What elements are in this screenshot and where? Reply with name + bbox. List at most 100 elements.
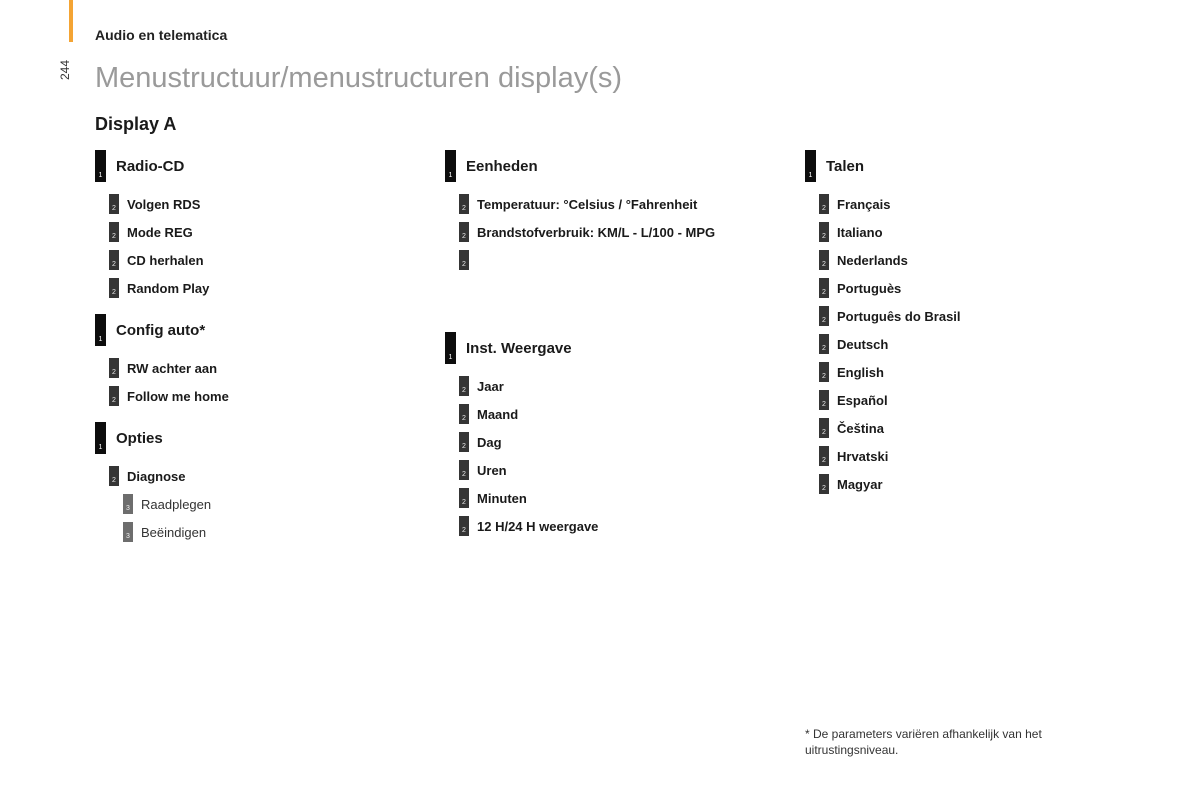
- level-2-badge: 2: [819, 278, 829, 298]
- level-2-badge: 2: [459, 404, 469, 424]
- menu-group-header: 1Inst. Weergave: [445, 332, 805, 364]
- level-1-badge: 1: [95, 314, 106, 346]
- menu-item: 2 Dag: [445, 432, 805, 452]
- menu-item-label: Português do Brasil: [837, 309, 961, 324]
- menu-item-label: Mode REG: [127, 225, 193, 240]
- level-2-badge: 2: [109, 358, 119, 378]
- menu-group-header: 1 Config auto*: [95, 314, 445, 346]
- level-2-badge: 2: [109, 250, 119, 270]
- level-2-badge: 2: [459, 488, 469, 508]
- level-2-badge: 2: [819, 390, 829, 410]
- level-3-badge: 3: [123, 522, 133, 542]
- menu-item: 2 CD herhalen: [95, 250, 445, 270]
- menu-group-title: Inst. Weergave: [466, 340, 572, 357]
- level-2-badge: 2: [459, 516, 469, 536]
- menu-item: 2 Maand: [445, 404, 805, 424]
- menu-group-header: 1Opties: [95, 422, 445, 454]
- level-2-badge: 2: [109, 466, 119, 486]
- footnote: * De parameters variëren afhankelijk van…: [805, 726, 1125, 758]
- menu-item: 2Diagnose: [95, 466, 445, 486]
- menu-item: 2 Nederlands: [805, 250, 1105, 270]
- menu-item: 2Random Play: [95, 278, 445, 298]
- level-2-badge: 2: [819, 334, 829, 354]
- menu-item: 2Italiano: [805, 222, 1105, 242]
- level-2-badge: 2: [819, 418, 829, 438]
- menu-group-title: Config auto*: [116, 322, 205, 339]
- menu-group-title: Eenheden: [466, 158, 538, 175]
- menu-columns: 1 Radio-CD 2 Volgen RDS 2 Mode REG 2 CD herhale…: [95, 150, 1105, 558]
- menu-item: 2 Follow me home: [95, 386, 445, 406]
- menu-item: 3 Beëindigen: [95, 522, 445, 542]
- menu-item-label: Temperatuur: °Celsius / °Fahrenheit: [477, 197, 697, 212]
- menu-item-label: Beëindigen: [141, 525, 206, 540]
- level-2-badge: 2: [459, 194, 469, 214]
- menu-item-label: Volgen RDS: [127, 197, 200, 212]
- menu-item-label: English: [837, 365, 884, 380]
- menu-item-label: Portuguès: [837, 281, 901, 296]
- level-1-badge: 1: [445, 150, 456, 182]
- level-2-badge: 2: [819, 194, 829, 214]
- level-2-badge: 2: [109, 386, 119, 406]
- level-2-badge: 2: [459, 222, 469, 242]
- level-2-badge: 2: [109, 194, 119, 214]
- menu-group-header: 1 Eenheden: [445, 150, 805, 182]
- level-2-badge: 2: [459, 460, 469, 480]
- menu-item-label: 12 H/24 H weergave: [477, 519, 598, 534]
- menu-item: 2 RW achter aan: [95, 358, 445, 378]
- menu-item-label: Brandstofverbruik: KM/L - L/100 - MPG: [477, 225, 715, 240]
- menu-item-label: CD herhalen: [127, 253, 204, 268]
- level-2-badge: 2: [109, 278, 119, 298]
- level-2-badge: 2: [819, 250, 829, 270]
- side-tab: [69, 0, 73, 42]
- menu-group: 1Opties 2Diagnose 3Raadplegen 3 Beëindigen: [95, 422, 445, 542]
- display-title: Display A: [95, 114, 176, 135]
- menu-column: 1 Radio-CD 2 Volgen RDS 2 Mode REG 2 CD herhale…: [95, 150, 445, 558]
- menu-item: 2 Français: [805, 194, 1105, 214]
- menu-group-title: Talen: [826, 158, 864, 175]
- level-2-badge: 2: [819, 446, 829, 466]
- menu-item: 2 Brandstofverbruik: KM/L - L/100 - MPG: [445, 222, 805, 242]
- menu-item-label: Dag: [477, 435, 502, 450]
- menu-group-title: Radio-CD: [116, 158, 184, 175]
- level-2-badge: 2: [819, 474, 829, 494]
- menu-item: 2Minuten: [445, 488, 805, 508]
- menu-group: 1 Config auto* 2 RW achter aan 2 Follow me ho…: [95, 314, 445, 406]
- menu-item-label: Magyar: [837, 477, 883, 492]
- menu-item-label: Jaar: [477, 379, 504, 394]
- menu-item: 2 Portuguès: [805, 278, 1105, 298]
- menu-item: 2 Português do Brasil: [805, 306, 1105, 326]
- menu-item: 2 12 H/24 H weergave: [445, 516, 805, 536]
- main-title: Menustructuur/menustructuren display(s): [95, 62, 622, 95]
- level-2-badge: 2: [459, 250, 469, 270]
- level-2-badge: 2: [819, 306, 829, 326]
- level-1-badge: 1: [805, 150, 816, 182]
- level-1-badge: 1: [95, 422, 106, 454]
- menu-item-label: Čeština: [837, 421, 884, 436]
- menu-item: 2 Español: [805, 390, 1105, 410]
- menu-item-label: Italiano: [837, 225, 883, 240]
- menu-column: 1 Eenheden 2 Temperatuur: °Celsius / °Fahre…: [445, 150, 805, 558]
- menu-item-label: Deutsch: [837, 337, 888, 352]
- menu-item-label: Français: [837, 197, 890, 212]
- menu-item: 2 Magyar: [805, 474, 1105, 494]
- level-2-badge: 2: [459, 432, 469, 452]
- menu-item: 2: [445, 250, 805, 270]
- menu-group: 1 Radio-CD 2 Volgen RDS 2 Mode REG 2 CD herhale…: [95, 150, 445, 298]
- level-2-badge: 2: [109, 222, 119, 242]
- level-1-badge: 1: [95, 150, 106, 182]
- menu-item-label: Raadplegen: [141, 497, 211, 512]
- menu-group: 1 Eenheden 2 Temperatuur: °Celsius / °Fahre…: [445, 150, 805, 270]
- menu-item-label: Follow me home: [127, 389, 229, 404]
- menu-item-label: Español: [837, 393, 888, 408]
- level-2-badge: 2: [819, 362, 829, 382]
- menu-group-header: 1 Talen: [805, 150, 1105, 182]
- menu-item-label: Hrvatski: [837, 449, 888, 464]
- menu-group: 1Inst. Weergave2Jaar2Maand2Dag2Uren2Minu…: [445, 332, 805, 536]
- menu-item-label: Maand: [477, 407, 518, 422]
- menu-item: 2 Volgen RDS: [95, 194, 445, 214]
- menu-item: 2 Mode REG: [95, 222, 445, 242]
- menu-item-label: RW achter aan: [127, 361, 217, 376]
- menu-item: 2Jaar: [445, 376, 805, 396]
- menu-item-label: Nederlands: [837, 253, 908, 268]
- menu-item: 3Raadplegen: [95, 494, 445, 514]
